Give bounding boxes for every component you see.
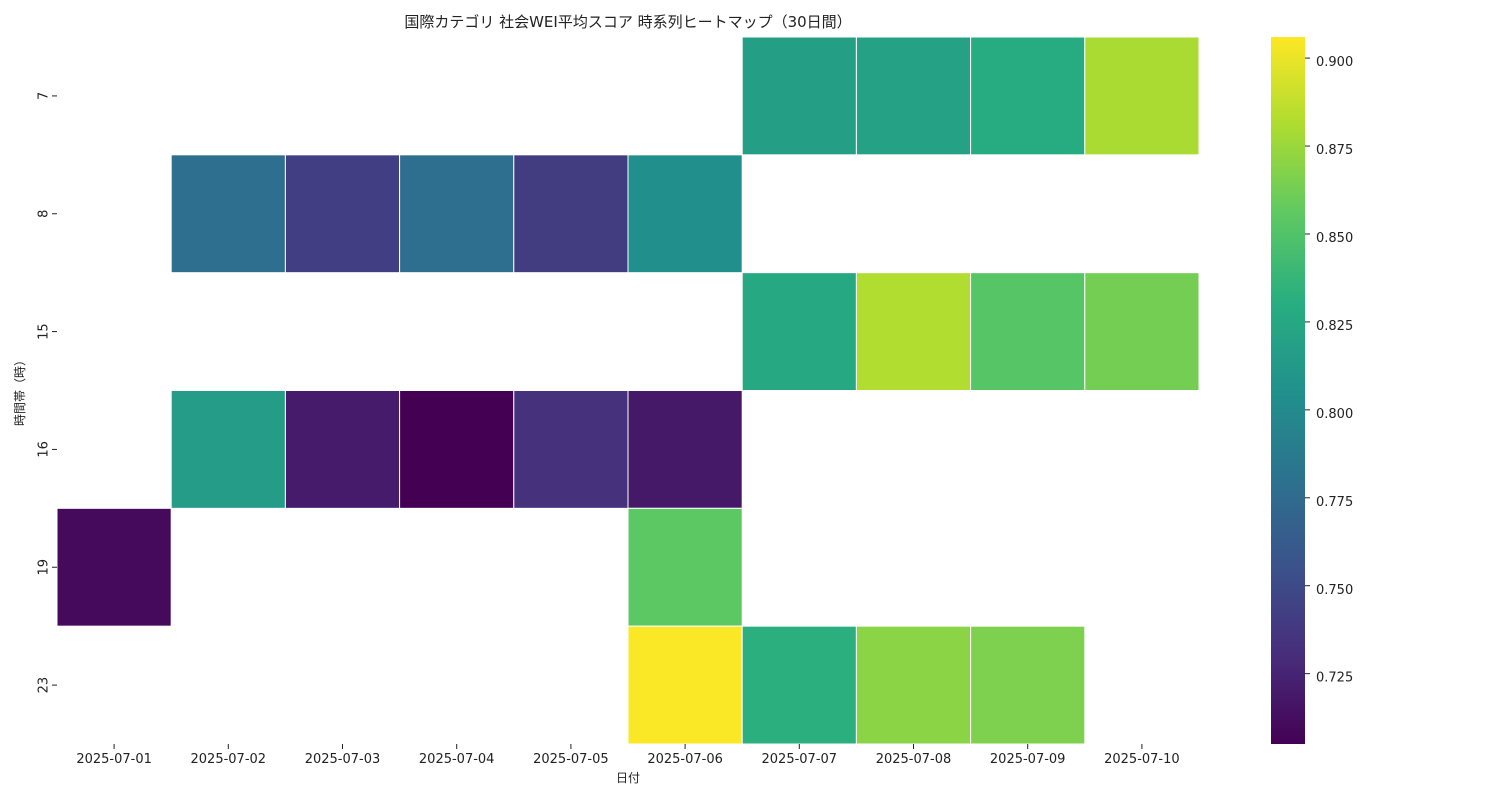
x-tick-label: 2025-07-10 xyxy=(1104,752,1180,767)
heatmap-cell xyxy=(627,507,743,627)
heatmap-cell xyxy=(170,390,286,509)
heatmap-cell xyxy=(970,272,1086,391)
y-tick-label: 15 xyxy=(37,323,52,340)
y-tick-label: 23 xyxy=(37,677,52,694)
heatmap-cell xyxy=(627,390,743,509)
y-tick-label: 16 xyxy=(37,441,52,458)
y-tick-label: 7 xyxy=(37,92,52,100)
heatmap-cell xyxy=(170,154,286,274)
colorbar-tick-label: 0.825 xyxy=(1316,319,1353,334)
x-tick-label: 2025-07-03 xyxy=(305,752,381,767)
heatmap-cell xyxy=(284,154,401,274)
colorbar-tick-label: 0.750 xyxy=(1316,583,1353,598)
heatmap-cell xyxy=(399,154,515,274)
heatmap-cell xyxy=(855,36,972,156)
x-tick-label: 2025-07-04 xyxy=(419,752,495,767)
heatmap-cell xyxy=(627,625,743,745)
colorbar-tick-label: 0.725 xyxy=(1316,671,1353,686)
y-axis-label: 時間帯（時） xyxy=(13,354,27,426)
colorbar-tick-label: 0.850 xyxy=(1316,231,1353,246)
x-tick-label: 2025-07-07 xyxy=(762,752,838,767)
heatmap-cell xyxy=(513,390,629,509)
heatmap-cell xyxy=(627,154,743,274)
heatmap-cell xyxy=(56,507,172,627)
y-tick-label: 8 xyxy=(37,210,52,218)
x-axis-ticks: 2025-07-01 2025-07-02 2025-07-03 2025-07-04… xyxy=(76,744,1180,767)
heatmap-cell xyxy=(741,625,857,745)
colorbar-ticks: 0.725 0.750 0.775 0.800 0.825 0.850 0.875 0.900 xyxy=(1305,55,1353,686)
y-tick-label: 19 xyxy=(37,559,52,576)
heatmap-cell xyxy=(970,36,1086,156)
heatmap-cells xyxy=(56,36,1200,745)
heatmap-cell xyxy=(855,272,972,391)
heatmap-cell xyxy=(513,154,629,274)
heatmap-cell xyxy=(970,625,1086,745)
heatmap-cell xyxy=(1084,36,1200,156)
x-tick-label: 2025-07-02 xyxy=(191,752,267,767)
heatmap-cell xyxy=(741,36,857,156)
heatmap-cell xyxy=(741,272,857,391)
heatmap-cell xyxy=(855,625,972,745)
y-axis-ticks: 7 8 15 16 19 23 xyxy=(37,92,57,694)
colorbar-tick-label: 0.875 xyxy=(1316,143,1353,158)
colorbar-tick-label: 0.900 xyxy=(1316,55,1353,70)
heatmap-cell xyxy=(399,390,515,509)
x-tick-label: 2025-07-09 xyxy=(990,752,1066,767)
heatmap-cell xyxy=(1084,272,1200,391)
x-tick-label: 2025-07-01 xyxy=(76,752,152,767)
x-axis-label: 日付 xyxy=(616,771,640,785)
x-tick-label: 2025-07-05 xyxy=(533,752,609,767)
chart-title: 国際カテゴリ 社会WEI平均スコア 時系列ヒートマップ（30日間） xyxy=(404,13,851,31)
colorbar xyxy=(1271,37,1305,744)
colorbar-tick-label: 0.800 xyxy=(1316,407,1353,422)
x-tick-label: 2025-07-06 xyxy=(647,752,723,767)
colorbar-tick-label: 0.775 xyxy=(1316,495,1353,510)
heatmap-cell xyxy=(284,390,401,509)
x-tick-label: 2025-07-08 xyxy=(876,752,952,767)
